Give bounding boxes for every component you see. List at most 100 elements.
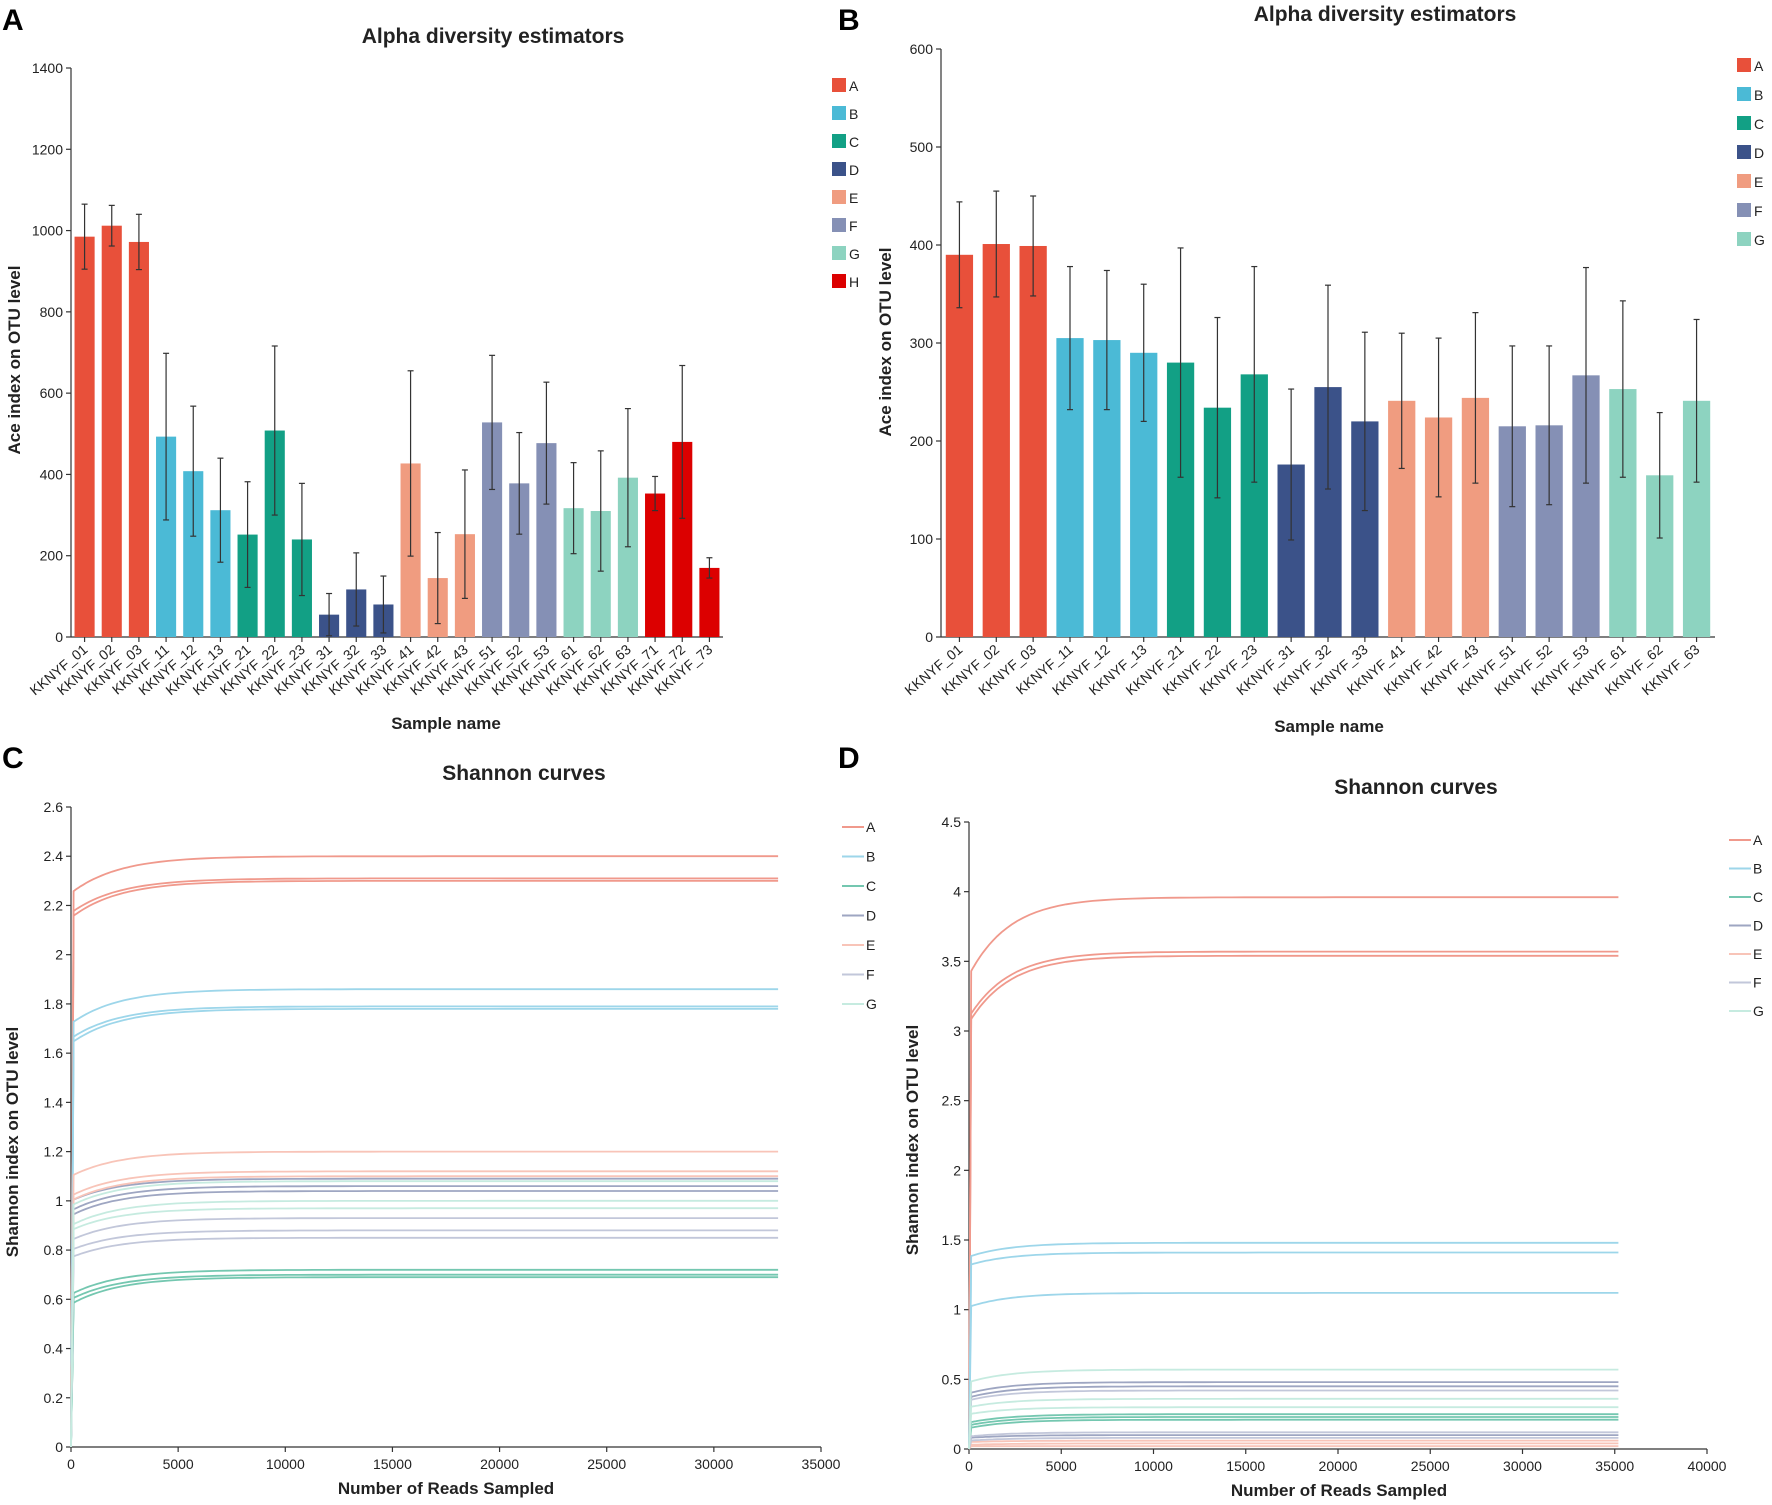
- chart-b-legend-label-b: B: [1754, 87, 1763, 103]
- chart-d-curve-kknyf-21: [968, 1413, 1619, 1450]
- chart-a-legend-swatch-g: [832, 246, 846, 260]
- chart-b-y-tick-label: 500: [910, 139, 934, 155]
- chart-d-legend-label-a: A: [1753, 832, 1763, 848]
- chart-c-legend-label-d: D: [866, 908, 876, 924]
- chart-a-y-tick-label: 1000: [32, 223, 63, 239]
- chart-c-curve-kknyf-23: [70, 1276, 779, 1448]
- chart-d-legend-label-c: C: [1753, 889, 1763, 905]
- chart-a-y-tick-label: 200: [40, 548, 64, 564]
- chart-d-ylabel: Shannon index on OTU level: [903, 1025, 922, 1255]
- chart-c-legend-label-c: C: [866, 878, 876, 894]
- chart-c-curve-kknyf-33: [70, 1190, 779, 1448]
- chart-c-curve-kknyf-02: [70, 877, 779, 1448]
- chart-c-xlabel: Number of Reads Sampled: [338, 1479, 554, 1498]
- chart-b-legend-swatch-b: [1737, 87, 1751, 101]
- chart-d-curve-kknyf-53: [968, 1437, 1619, 1450]
- chart-b-legend-label-c: C: [1754, 116, 1764, 132]
- chart-d-curve-kknyf-63: [968, 1406, 1619, 1450]
- chart-a-bar-kknyf-52: [509, 483, 530, 637]
- chart-b-y-tick-label: 300: [910, 335, 934, 351]
- chart-d-curve-kknyf-02: [968, 950, 1619, 1450]
- chart-d-x-tick-label: 25000: [1411, 1458, 1450, 1474]
- chart-a-bar-kknyf-51: [482, 422, 503, 637]
- chart-a-legend-label-f: F: [849, 218, 858, 234]
- chart-d-y-tick-label: 1.5: [942, 1232, 962, 1248]
- chart-b-legend-label-e: E: [1754, 174, 1763, 190]
- chart-d-curve-kknyf-43: [968, 1445, 1619, 1450]
- panel-letter-b: B: [838, 4, 860, 37]
- chart-c-curve-kknyf-13: [70, 1007, 779, 1448]
- chart-c-y-tick-label: 1.8: [44, 996, 64, 1012]
- chart-d-x-tick-label: 30000: [1503, 1458, 1542, 1474]
- chart-b-legend-swatch-c: [1737, 116, 1751, 130]
- chart-d-x-tick-label: 20000: [1319, 1458, 1358, 1474]
- chart-a-bar-kknyf-13: [210, 510, 231, 637]
- chart-b-legend-swatch-f: [1737, 203, 1751, 217]
- chart-d-x-tick-label: 5000: [1046, 1458, 1077, 1474]
- chart-d-x-tick-label: 0: [965, 1458, 973, 1474]
- chart-b-title: Alpha diversity estimators: [1254, 3, 1517, 26]
- chart-a-legend-label-d: D: [849, 162, 859, 178]
- chart-a-bar-kknyf-63: [617, 477, 638, 637]
- chart-b-xlabel: Sample name: [1274, 717, 1384, 736]
- chart-d-y-tick-label: 3.5: [942, 953, 962, 969]
- chart-a-y-tick-label: 1400: [32, 60, 63, 76]
- chart-a-legend-label-h: H: [849, 274, 859, 290]
- chart-d-legend-label-f: F: [1753, 975, 1762, 991]
- chart-c-legend-label-g: G: [866, 996, 877, 1012]
- chart-a-y-tick-label: 0: [55, 629, 63, 645]
- chart-a-bar-kknyf-62: [590, 511, 611, 637]
- chart-a-legend-swatch-a: [832, 78, 846, 92]
- panel-letter-c: C: [2, 742, 24, 775]
- chart-a-bar-kknyf-71: [645, 493, 666, 637]
- chart-d-curve-kknyf-41: [968, 1439, 1619, 1450]
- chart-a-legend-swatch-d: [832, 162, 846, 176]
- chart-b-legend-swatch-d: [1737, 145, 1751, 159]
- chart-c-y-tick-label: 1.2: [44, 1144, 64, 1160]
- chart-c-x-tick-label: 0: [67, 1456, 75, 1472]
- chart-c-x-tick-label: 35000: [802, 1456, 841, 1472]
- chart-c-curve-kknyf-21: [70, 1268, 779, 1448]
- chart-d-curve-kknyf-42: [968, 1442, 1619, 1450]
- chart-b-legend-swatch-g: [1737, 232, 1751, 246]
- chart-b-legend-swatch-e: [1737, 174, 1751, 188]
- chart-a-y-tick-label: 600: [40, 385, 64, 401]
- chart-d-y-tick-label: 1: [953, 1302, 961, 1318]
- chart-c-legend-label-b: B: [866, 849, 875, 865]
- chart-a-legend-label-c: C: [849, 134, 859, 150]
- chart-b-ylabel: Ace index on OTU level: [876, 248, 895, 437]
- chart-d-y-tick-label: 2.5: [942, 1093, 962, 1109]
- chart-a-legend-swatch-e: [832, 190, 846, 204]
- chart-d-curve-kknyf-33: [968, 1434, 1619, 1450]
- chart-d-curve-kknyf-61: [968, 1368, 1619, 1450]
- chart-b-y-tick-label: 400: [910, 237, 934, 253]
- chart-c-y-tick-label: 1.4: [44, 1094, 64, 1110]
- chart-a-xlabel: Sample name: [391, 714, 501, 733]
- chart-d-curve-kknyf-62: [968, 1397, 1619, 1450]
- chart-b: 0100200300400500600KKNYF_01KKNYF_02KKNYF…: [901, 41, 1764, 698]
- chart-a-bar-kknyf-61: [563, 508, 584, 637]
- chart-b-y-tick-label: 600: [910, 41, 934, 57]
- chart-a-bar-kknyf-22: [264, 430, 285, 637]
- chart-c-ylabel: Shannon index on OTU level: [3, 1027, 22, 1257]
- chart-d-curve-kknyf-22: [968, 1416, 1619, 1450]
- chart-b-legend-label-f: F: [1754, 203, 1763, 219]
- chart-d-curve-kknyf-11: [968, 1241, 1619, 1450]
- chart-a-legend-label-b: B: [849, 106, 858, 122]
- chart-b-legend-label-a: A: [1754, 58, 1764, 74]
- chart-d-x-tick-label: 40000: [1688, 1458, 1727, 1474]
- chart-c-y-tick-label: 0.2: [44, 1390, 64, 1406]
- chart-c-legend-label-e: E: [866, 937, 875, 953]
- chart-c-y-tick-label: 1.6: [44, 1045, 64, 1061]
- chart-c-curve-kknyf-03: [70, 879, 779, 1448]
- chart-c-y-tick-label: 2.2: [44, 897, 64, 913]
- chart-c-y-tick-label: 0.4: [44, 1341, 64, 1357]
- chart-d-curve-kknyf-01: [968, 896, 1619, 1450]
- chart-a-legend-label-e: E: [849, 190, 858, 206]
- chart-b-y-tick-label: 0: [925, 629, 933, 645]
- chart-c: 0 0.2 0.4 0.6 0.8 1 1.2 1.4 1.6 1.8 2 2.2 2.4 2.6 0 500…: [44, 799, 877, 1472]
- chart-a-legend-label-g: G: [849, 246, 860, 262]
- chart-a-bar-kknyf-02: [101, 225, 122, 638]
- chart-b-y-tick-label: 100: [910, 531, 934, 547]
- chart-c-curve-kknyf-32: [70, 1185, 779, 1448]
